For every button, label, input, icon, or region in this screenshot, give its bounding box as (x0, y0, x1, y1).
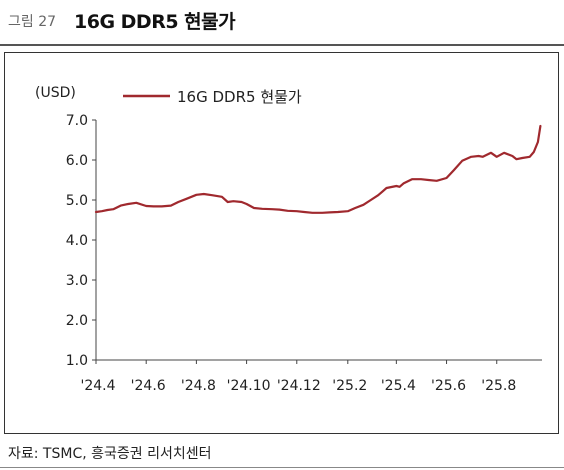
y-tick-label: 4.0 (66, 233, 88, 249)
x-tick-label: '24.4 (80, 378, 115, 394)
chart-frame: (USD) 7.0 6.0 5.0 4.0 3.0 2.0 1.0 '24.4 '24.6 '24.… (4, 52, 559, 434)
figure-title: 16G DDR5 현물가 (74, 11, 236, 33)
x-tick-label: '25.2 (332, 378, 367, 394)
y-tick-label: 2.0 (66, 313, 88, 329)
x-tick-label: '24.12 (277, 378, 321, 394)
y-axis-unit-label: (USD) (35, 85, 76, 101)
y-tick-label: 3.0 (66, 273, 88, 289)
header-rule (0, 44, 564, 46)
x-tick-label: '24.10 (227, 378, 271, 394)
line-chart: (USD) 7.0 6.0 5.0 4.0 3.0 2.0 1.0 '24.4 '24.6 '24.… (35, 85, 542, 394)
footer-rule (0, 467, 564, 468)
y-tick-label: 7.0 (66, 113, 88, 129)
figure-label: 그림 27 (8, 14, 57, 30)
legend-label: 16G DDR5 현물가 (177, 88, 302, 106)
series-line (94, 124, 542, 214)
figure-header: 그림 27 16G DDR5 현물가 (0, 0, 564, 44)
x-tick-label: '24.6 (131, 378, 166, 394)
x-tick-label: '25.6 (431, 378, 466, 394)
x-tick-label: '24.8 (181, 378, 216, 394)
y-tick-label: 5.0 (66, 193, 88, 209)
x-tick-label: '25.4 (381, 378, 416, 394)
y-tick-label: 1.0 (66, 353, 88, 369)
source-note: 자료: TSMC, 흥국증권 리서치센터 (8, 446, 212, 462)
x-tick-label: '25.8 (481, 378, 516, 394)
y-tick-label: 6.0 (66, 153, 88, 169)
